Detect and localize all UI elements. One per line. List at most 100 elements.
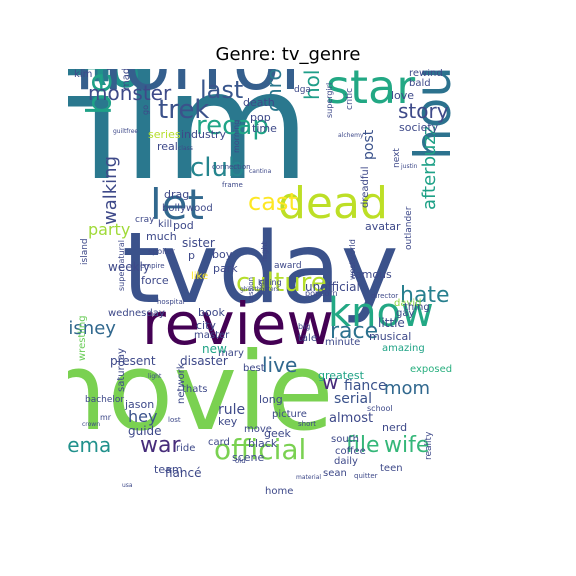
word-boy: boy	[212, 248, 233, 261]
word-pod: pod	[173, 219, 194, 232]
word-jason: jason	[124, 398, 154, 411]
word-star: star	[326, 69, 415, 114]
word-saturday: saturday	[116, 348, 127, 392]
word-black: black	[248, 437, 278, 450]
word-mr: mr	[100, 413, 112, 422]
word-real: real	[157, 140, 178, 153]
word-card: card	[208, 437, 230, 448]
word-live: live	[262, 353, 297, 377]
word-guide: guide	[128, 424, 162, 438]
word-greatest: greatest	[318, 369, 365, 382]
word-fiancé: fiancé	[165, 466, 202, 480]
word-watch: watch	[68, 69, 118, 72]
word-lost: lost	[168, 416, 181, 424]
word-tvday: tvday	[122, 212, 399, 326]
word-hate: hate	[400, 283, 450, 308]
word-film: film	[68, 69, 310, 214]
word-unofficial: unofficial	[305, 280, 360, 294]
word-next: next	[392, 148, 402, 168]
word-monster: monster	[88, 81, 172, 105]
word-like: like	[191, 271, 208, 282]
word-let: let	[150, 180, 204, 229]
word-frame: frame	[222, 181, 243, 189]
word-exposed: exposed	[410, 364, 452, 375]
word-trek: trek	[158, 95, 209, 125]
word-w: w	[322, 370, 338, 394]
word-tom: tom	[257, 279, 266, 295]
word-hospital: hospital	[157, 298, 185, 306]
word-much: much	[146, 230, 177, 243]
word-fiance: fiance	[344, 378, 387, 394]
word-thing: thing	[404, 302, 430, 313]
word-society: society	[399, 121, 439, 134]
word-wrestling: wrestling	[77, 315, 88, 361]
word-present: present	[110, 354, 156, 368]
word-quitter: quitter	[354, 472, 378, 480]
word-horror: horror	[74, 69, 313, 108]
word-new: new	[202, 342, 227, 356]
word-outlander: outlander	[404, 206, 414, 250]
word-daily: daily	[334, 456, 358, 467]
word-nerd: nerd	[382, 421, 407, 434]
word-culture: culture	[236, 268, 327, 298]
word-gay: gay	[396, 308, 414, 319]
word-big: big	[298, 322, 310, 331]
word-island: island	[80, 238, 90, 265]
word-move: move	[244, 424, 272, 435]
word-light: light	[148, 373, 162, 380]
word-drag: drag	[164, 188, 189, 201]
word-wife: wife	[384, 433, 429, 458]
word-dead: dead	[278, 178, 388, 229]
word-afterbuzz: afterbuzz	[419, 126, 440, 210]
word-rewind: rewind	[409, 69, 443, 79]
word-cray: cray	[135, 215, 155, 225]
word-force: force	[141, 274, 169, 287]
word-cloud: moviefilmtvdayanimehorrorreviewgirlhouse…	[68, 69, 462, 497]
word-bollywood: bollywood	[162, 203, 213, 214]
word-chronicle: chronicle	[262, 69, 286, 112]
word-kill: kill	[158, 219, 172, 230]
word-hey: hey	[128, 407, 157, 426]
word-city: city	[196, 319, 216, 332]
word-p: p	[188, 249, 195, 262]
word-disney: disney	[68, 318, 116, 339]
word-party: party	[88, 220, 130, 239]
word-book: book	[198, 306, 225, 319]
word-file: file	[346, 433, 380, 458]
word-date: date	[68, 284, 69, 295]
word-killing: killing	[258, 278, 282, 287]
word-bald: bald	[409, 78, 431, 89]
word-love: love	[391, 89, 414, 102]
word-supernatural: supernatural	[117, 240, 126, 291]
word-old: old	[235, 457, 246, 465]
word-cantina: cantina	[249, 168, 272, 175]
word-last: last	[200, 76, 243, 104]
word-pop: pop	[250, 111, 271, 124]
word-award: award	[274, 261, 302, 271]
word-serial: serial	[334, 391, 372, 407]
word-network: network	[176, 363, 187, 404]
word-famous: famous	[351, 268, 392, 281]
word-team: team	[154, 463, 183, 476]
word-critic: critic	[345, 88, 355, 110]
word-anime: anime	[72, 69, 154, 92]
word-alchemy: alchemy	[338, 132, 364, 139]
word-kim: kim	[74, 69, 92, 80]
word-scene: scene	[232, 451, 265, 464]
word-geek: geek	[264, 427, 292, 440]
word-morning: morning	[232, 120, 241, 153]
word-post: post	[361, 129, 377, 160]
word-sister: sister	[182, 236, 215, 250]
word-session: session	[247, 277, 255, 303]
word-minute: minute	[325, 337, 360, 348]
word-sean: sean	[323, 468, 347, 479]
word-short: short	[298, 420, 316, 428]
word-justin: justin	[400, 163, 418, 170]
word-westworld: westworld	[348, 239, 357, 280]
word-bachelor: bachelor	[85, 395, 124, 405]
word-making: making	[75, 69, 112, 71]
word-cloud-area: moviefilmtvdayanimehorrorreviewgirlhouse…	[68, 69, 508, 509]
word-go: go	[141, 105, 150, 115]
word-home: home	[265, 486, 293, 497]
word-industry: industry	[181, 128, 227, 141]
